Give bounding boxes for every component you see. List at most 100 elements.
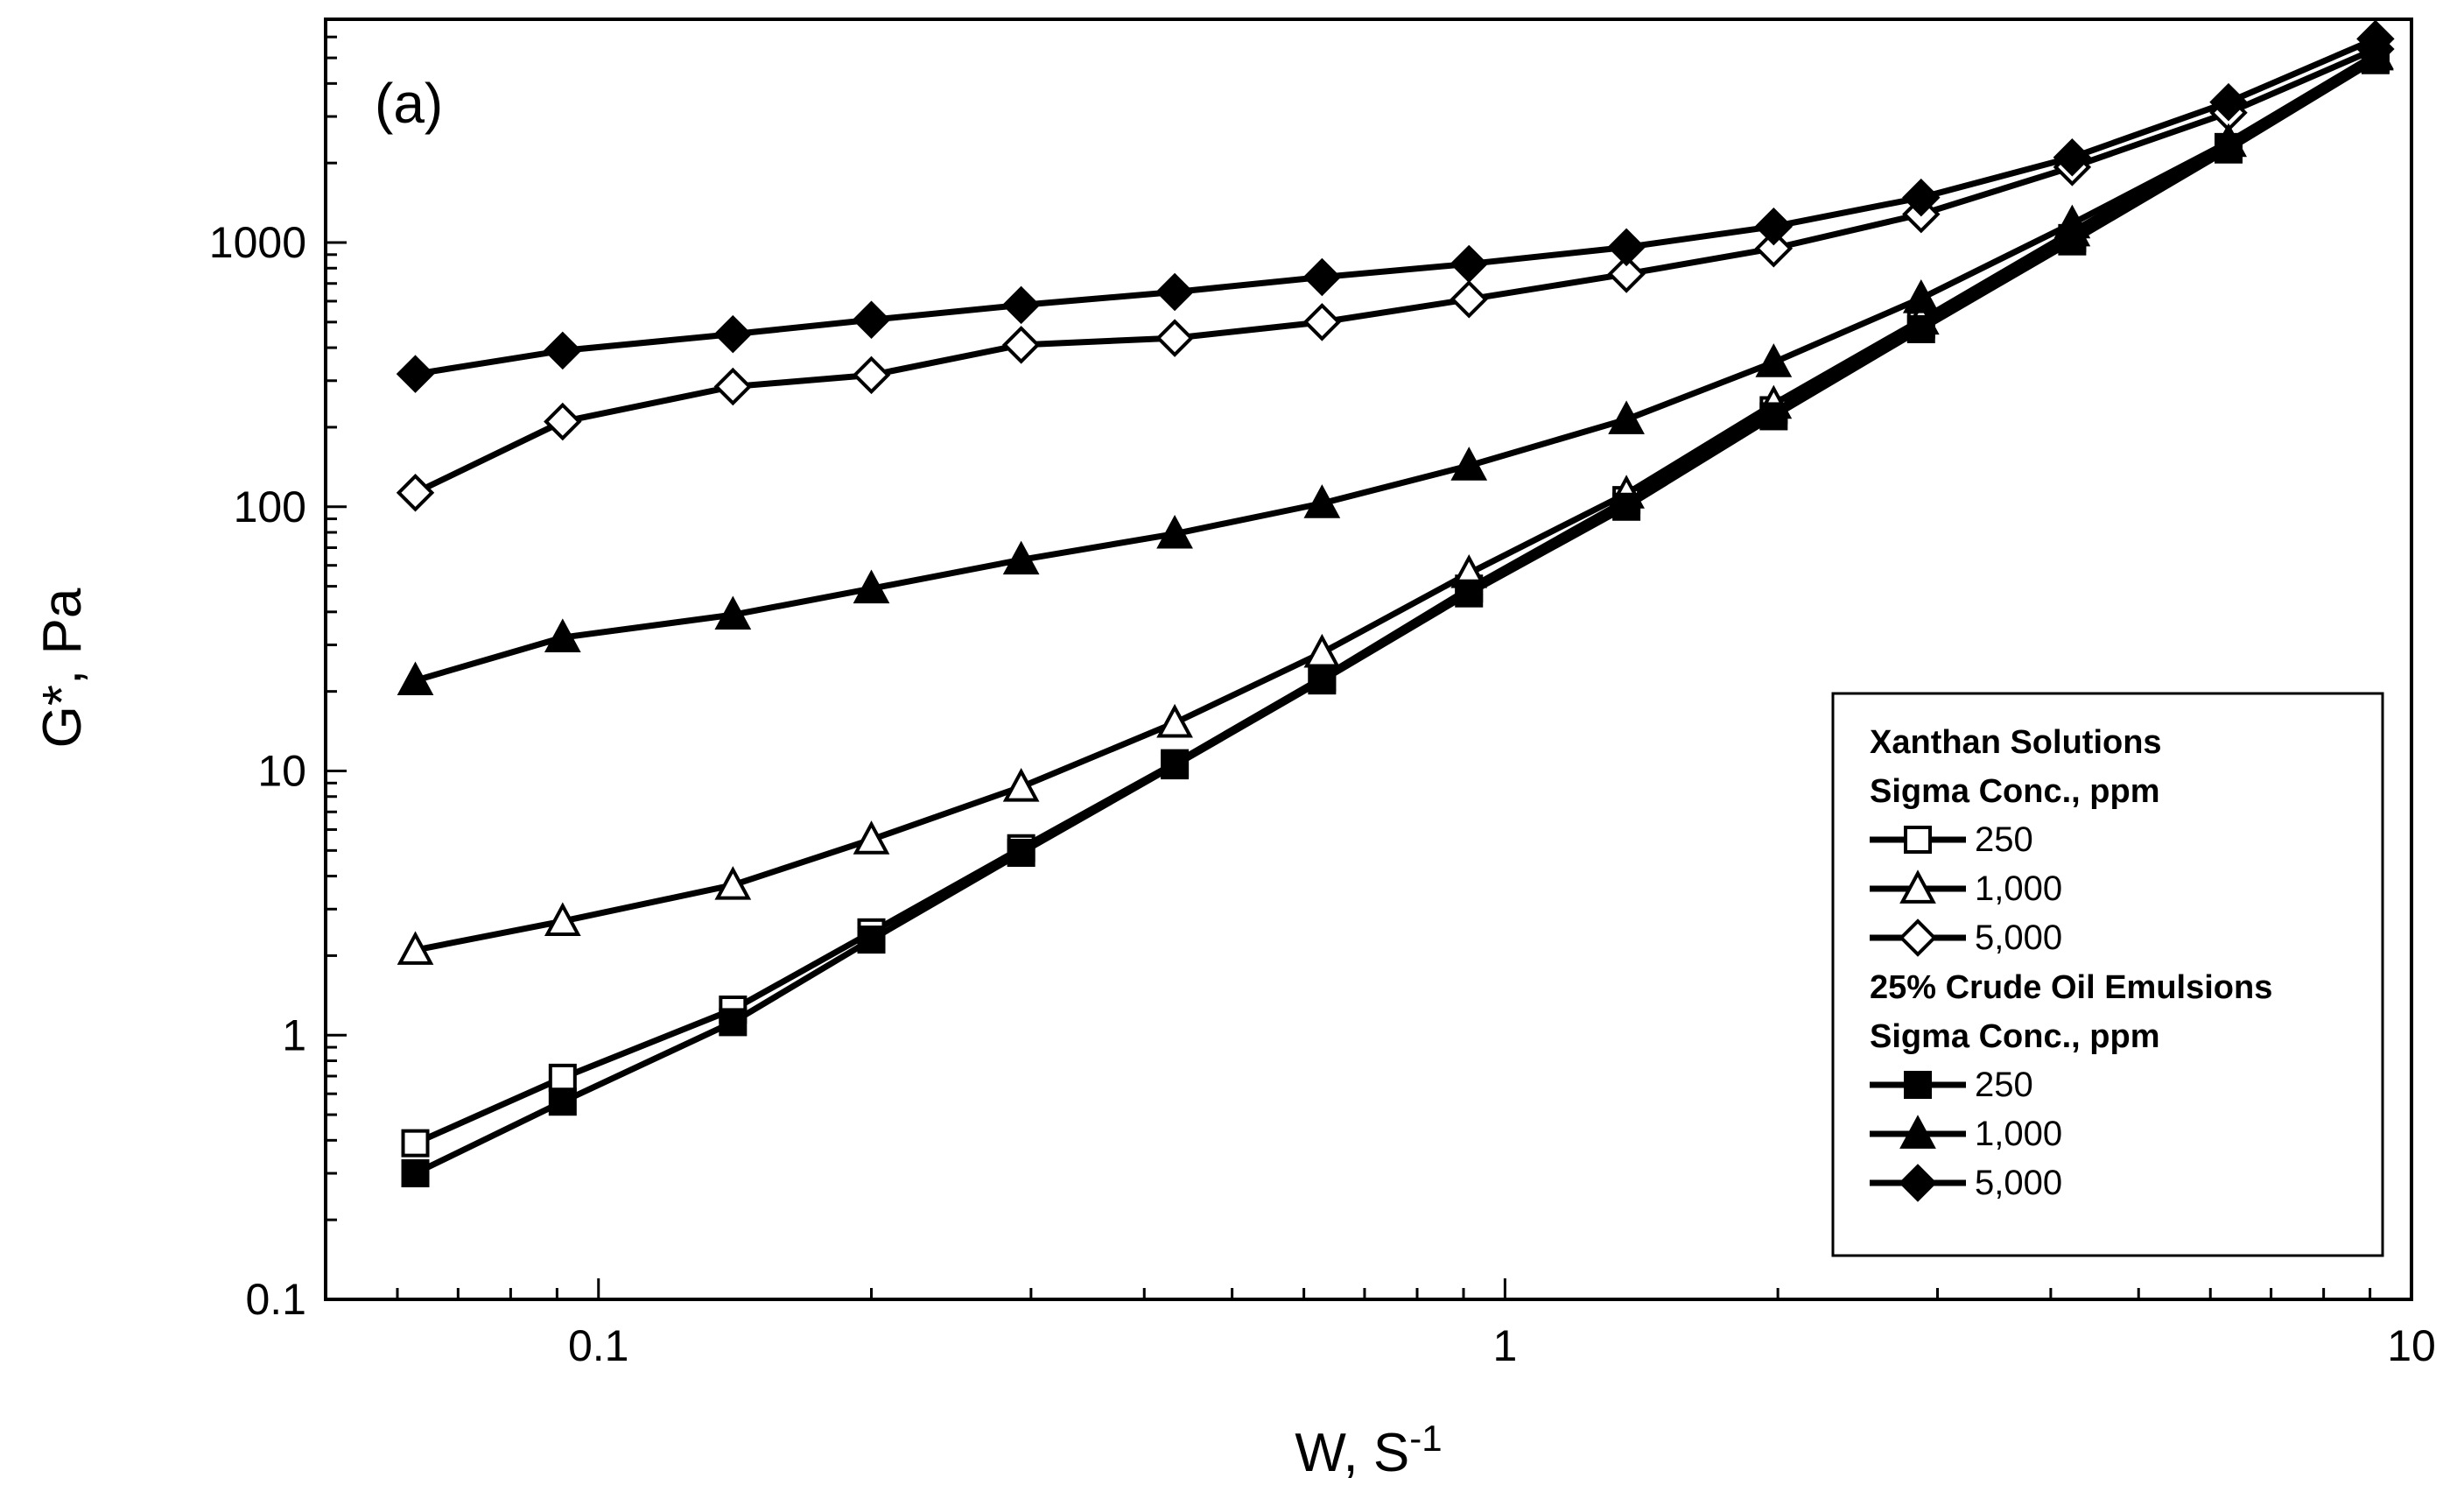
data-point-triangle [1002, 540, 1040, 575]
data-point-triangle [1303, 484, 1341, 518]
x-axis-ticks: 0.1 1 10 [324, 1278, 2436, 1370]
y-tick-label: 10 [257, 747, 306, 796]
data-point-square [1906, 314, 1935, 343]
data-point-triangle [544, 618, 581, 652]
data-point-square [1612, 492, 1641, 521]
x-tick-label: 1 [1492, 1321, 1517, 1370]
data-point-square [1161, 751, 1190, 780]
data-point-diamond [1754, 207, 1794, 246]
legend-marker-triangle [1899, 869, 1936, 904]
data-point-diamond [1902, 178, 1941, 217]
legend-heading: Sigma Conc., ppm [1870, 1018, 2159, 1055]
data-point-diamond [1450, 244, 1488, 284]
data-point-diamond [1607, 255, 1646, 293]
legend-marker-triangle [1899, 1115, 1936, 1149]
series-line [414, 36, 2377, 377]
data-point-square [857, 925, 886, 954]
legend: Xanthan Solutions Sigma Conc., ppm 250 1,00… [1831, 692, 2384, 1257]
data-point-diamond [713, 314, 753, 354]
data-point-diamond [1754, 229, 1794, 268]
data-point-triangle [853, 569, 890, 604]
data-point-diamond [2209, 82, 2248, 122]
legend-heading: Sigma Conc., ppm [1870, 773, 2159, 810]
legend-entry-label: 5,000 [1975, 918, 2062, 957]
y-axis-title: G*, Pa [32, 588, 93, 748]
x-tick-label: 0.1 [568, 1321, 629, 1370]
data-point-diamond [544, 331, 582, 370]
x-axis-title-superscript: -1 [1409, 1418, 1442, 1459]
y-tick-label: 0.1 [245, 1275, 306, 1324]
series-line [414, 56, 2377, 1146]
x-tick-label: 10 [2387, 1321, 2436, 1370]
data-point-square [548, 1087, 577, 1116]
data-point-diamond [1001, 285, 1041, 325]
data-point-triangle [397, 931, 434, 965]
x-axis-title-text: W, S [1295, 1423, 1409, 1483]
data-point-square [1007, 838, 1035, 867]
data-point-diamond [1607, 228, 1646, 267]
data-point-diamond [396, 474, 435, 512]
legend-marker-square [1904, 826, 1932, 854]
data-point-square [1455, 579, 1484, 608]
series-line [414, 53, 2377, 954]
data-point-diamond [1155, 272, 1194, 312]
legend-marker-diamond [1899, 918, 1937, 957]
data-point-diamond [1450, 280, 1488, 319]
series-emulsion-square [401, 46, 2390, 1188]
data-point-triangle [1303, 633, 1341, 668]
data-point-diamond [1155, 319, 1194, 357]
axes: 0.1 1 10 0.1 1 10 100 1000 [209, 18, 2436, 1370]
legend-box [1831, 692, 2384, 1257]
data-point-triangle [1608, 400, 1645, 434]
x-axis-title: W, S-1 [1295, 1418, 1442, 1484]
data-point-diamond [396, 355, 435, 393]
y-tick-label: 100 [234, 482, 306, 531]
data-point-square [1759, 402, 1788, 431]
series-line [413, 46, 2377, 496]
legend-heading: 25% Crude Oil Emulsions [1870, 969, 2272, 1006]
series-emulsion-diamond [396, 19, 2395, 393]
legend-entry-label: 1,000 [1975, 1115, 2062, 1153]
series [396, 19, 2395, 1188]
y-axis-ticks: 0.1 1 10 100 1000 [209, 18, 347, 1324]
legend-marker-square [1904, 1071, 1932, 1099]
data-point-diamond [1302, 257, 1342, 297]
panel-label: (a) [375, 72, 443, 135]
data-point-triangle [2053, 204, 2091, 239]
series-xanthan-diamond [396, 30, 2395, 512]
data-point-triangle [714, 595, 752, 630]
data-point-triangle [544, 902, 581, 936]
series-line [414, 52, 2377, 684]
data-point-triangle [1450, 447, 1488, 481]
legend-entry-label: 250 [1975, 1066, 2033, 1104]
plot-frame [324, 18, 2413, 1301]
data-point-triangle [1156, 514, 1193, 549]
data-point-diamond [2053, 138, 2092, 177]
data-point-triangle [853, 820, 890, 855]
data-point-square [548, 1063, 577, 1092]
data-point-square [719, 1008, 748, 1037]
series-line [413, 57, 2377, 1177]
data-point-diamond [1302, 303, 1342, 341]
data-point-triangle [1002, 768, 1040, 802]
data-point-square [401, 1159, 430, 1188]
data-point-triangle [397, 661, 434, 696]
data-point-square [1308, 666, 1337, 695]
data-point-triangle [1755, 343, 1793, 377]
data-point-diamond [852, 300, 891, 339]
legend-heading: Xanthan Solutions [1870, 724, 2162, 761]
data-point-diamond [2356, 19, 2395, 59]
data-point-triangle [2210, 123, 2247, 158]
legend-marker-diamond [1899, 1164, 1937, 1202]
y-tick-label: 1 [282, 1010, 306, 1059]
legend-entry-label: 5,000 [1975, 1164, 2062, 1202]
data-point-diamond [1001, 326, 1041, 364]
data-point-triangle [714, 866, 752, 900]
data-point-square [401, 1129, 430, 1158]
series-emulsion-triangle [397, 35, 2394, 696]
data-point-diamond [852, 355, 891, 395]
data-point-triangle [1156, 703, 1193, 738]
data-point-triangle [1902, 279, 1940, 313]
data-point-diamond [544, 402, 582, 441]
